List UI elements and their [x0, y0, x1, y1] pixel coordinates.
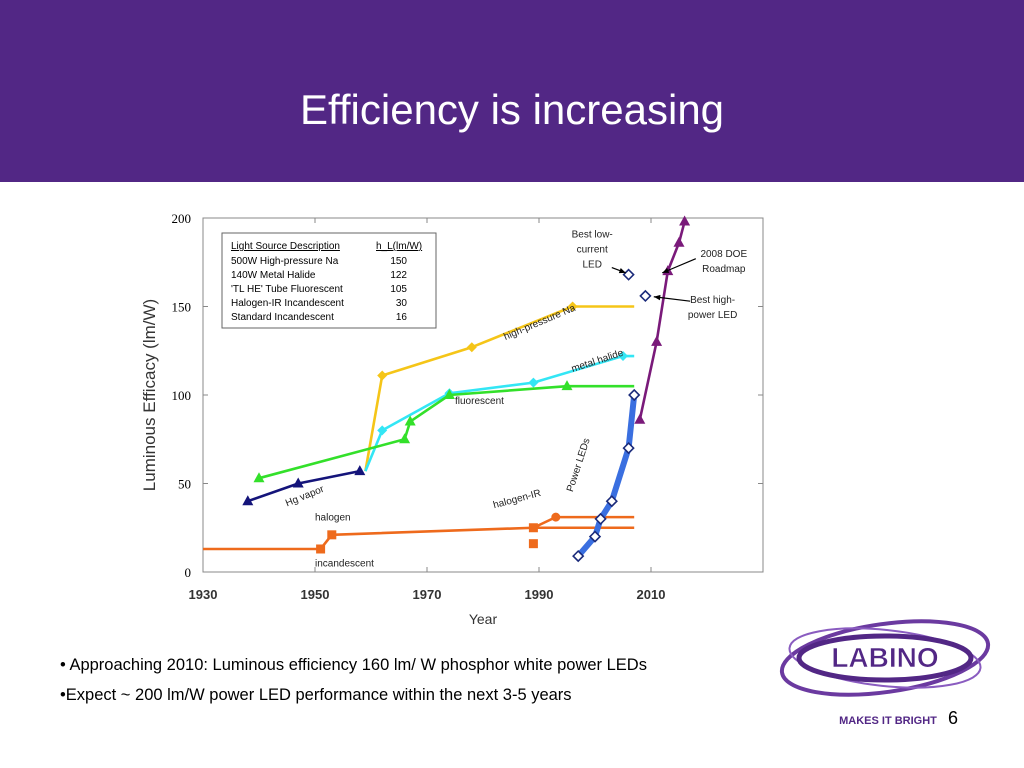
- page-number: 6: [948, 708, 959, 728]
- extra-point: [622, 268, 635, 281]
- power-leds-point: [588, 530, 602, 543]
- efficacy-chart: 0 50 100 150 200 1930 1950 1970 1990 2010 Year Lumi…: [140, 211, 764, 627]
- title-banner: [0, 0, 1024, 182]
- annotation-doe-roadmap: Roadmap: [702, 264, 746, 275]
- power-leds-point: [594, 512, 607, 526]
- y-axis-label: Luminous Efficacy (lm/W): [140, 299, 159, 491]
- high-pressure-na-point: [377, 370, 388, 381]
- annotation-best-high-power: Best high-: [690, 295, 735, 306]
- annotation-doe-roadmap: 2008 DOE: [700, 249, 747, 260]
- series-label-halogen: halogen: [315, 513, 351, 524]
- halogen-line: [319, 526, 635, 550]
- labino-logo: LABINO MAKES IT BRIGHT: [779, 619, 991, 727]
- hg-vapor-point: [242, 495, 254, 506]
- arrow-best-high-power-head: [653, 294, 661, 301]
- annotation-best-low-current: LED: [582, 259, 601, 270]
- y-tick-label: 100: [172, 388, 192, 403]
- legend-row-label: 'TL HE' Tube Fluorescent: [231, 284, 343, 295]
- 2008-doe-roadmap-point: [673, 236, 685, 247]
- fluorescent-point: [443, 389, 455, 399]
- series-label-high-pressure-na: high-pressure Na: [502, 303, 577, 343]
- logo-tagline: MAKES IT BRIGHT: [839, 715, 937, 727]
- x-axis-label: Year: [469, 611, 498, 627]
- power-leds-line: [575, 394, 638, 559]
- power-leds-point: [572, 549, 585, 563]
- hg-vapor-point: [354, 465, 366, 476]
- y-tick-label: 50: [178, 477, 191, 492]
- extra-point: [528, 539, 538, 549]
- high-pressure-na-line: [364, 305, 635, 472]
- arrow-doe-roadmap-head: [662, 267, 670, 273]
- bullet-list: • Approaching 2010: Luminous efficiency …: [60, 650, 647, 710]
- x-tick-label: 1930: [189, 587, 218, 602]
- legend-header-efficacy: h_L(lm/W): [376, 241, 422, 252]
- 2008-doe-roadmap-point: [634, 413, 646, 424]
- extra-point: [639, 289, 652, 303]
- metal-halide-line: [364, 354, 635, 472]
- annotation-best-high-power: power LED: [688, 310, 737, 321]
- halogen-ir-point: [551, 512, 561, 522]
- y-tick-label: 0: [185, 565, 192, 580]
- x-tick-label: 1950: [301, 587, 330, 602]
- annotation-best-low-current: current: [577, 244, 608, 255]
- power-leds-point: [628, 388, 641, 402]
- legend-row-value: 150: [390, 256, 407, 267]
- series-label-halogen-ir: halogen-IR: [492, 488, 542, 511]
- fluorescent-point: [399, 433, 411, 444]
- x-tick-label: 1970: [413, 587, 442, 602]
- 2008-doe-roadmap-point: [651, 335, 663, 346]
- legend-row-label: 140W Metal Halide: [231, 270, 316, 281]
- legend-table: [221, 232, 437, 329]
- 2008-doe-roadmap-line: [638, 221, 686, 421]
- high-pressure-na-point: [466, 342, 477, 353]
- arrow-best-low-current-head: [618, 268, 626, 274]
- hg-vapor-point: [292, 477, 304, 488]
- halogen-ir-line: [532, 515, 635, 529]
- legend-header-description: Light Source Description: [231, 241, 340, 252]
- high-pressure-na-point: [567, 301, 578, 312]
- metal-halide-point: [618, 351, 628, 362]
- legend-row-value: 16: [396, 312, 408, 323]
- fluorescent-point: [404, 415, 416, 426]
- 2008-doe-roadmap-point: [679, 215, 691, 226]
- bullet-item: •Expect ~ 200 lm/W power LED performance…: [60, 686, 572, 704]
- legend-row-label: Standard Incandescent: [231, 312, 334, 323]
- annotation-best-low-current: Best low-: [572, 229, 613, 240]
- x-tick-label: 1990: [525, 587, 554, 602]
- power-leds-point: [605, 495, 618, 508]
- slide-title: Efficiency is increasing: [299, 86, 725, 133]
- series-label-incandescent: incandescent: [315, 559, 374, 570]
- fluorescent-point: [253, 472, 265, 483]
- legend-row-label: 500W High-pressure Na: [231, 256, 339, 267]
- legend-row-label: Halogen-IR Incandescent: [231, 298, 344, 309]
- legend-row-value: 30: [396, 298, 408, 309]
- metal-halide-point: [528, 377, 539, 388]
- x-tick-label: 2010: [637, 587, 666, 602]
- series-label-fluorescent: fluorescent: [455, 396, 504, 407]
- legend-row-value: 105: [390, 284, 407, 295]
- legend-row-value: 122: [390, 270, 407, 281]
- series-label-power-leds: Power LEDs: [565, 437, 593, 493]
- halogen-point: [327, 530, 337, 540]
- logo-wordmark: LABINO: [831, 642, 938, 673]
- metal-halide-point: [377, 425, 388, 436]
- series-label-metal-halide: metal halide: [570, 348, 625, 375]
- fluorescent-line: [258, 384, 635, 480]
- power-leds-point: [622, 441, 635, 455]
- bullet-item: • Approaching 2010: Luminous efficiency …: [60, 656, 647, 674]
- y-tick-label: 200: [172, 211, 192, 226]
- y-tick-label: 150: [172, 300, 192, 315]
- fluorescent-point: [561, 380, 573, 391]
